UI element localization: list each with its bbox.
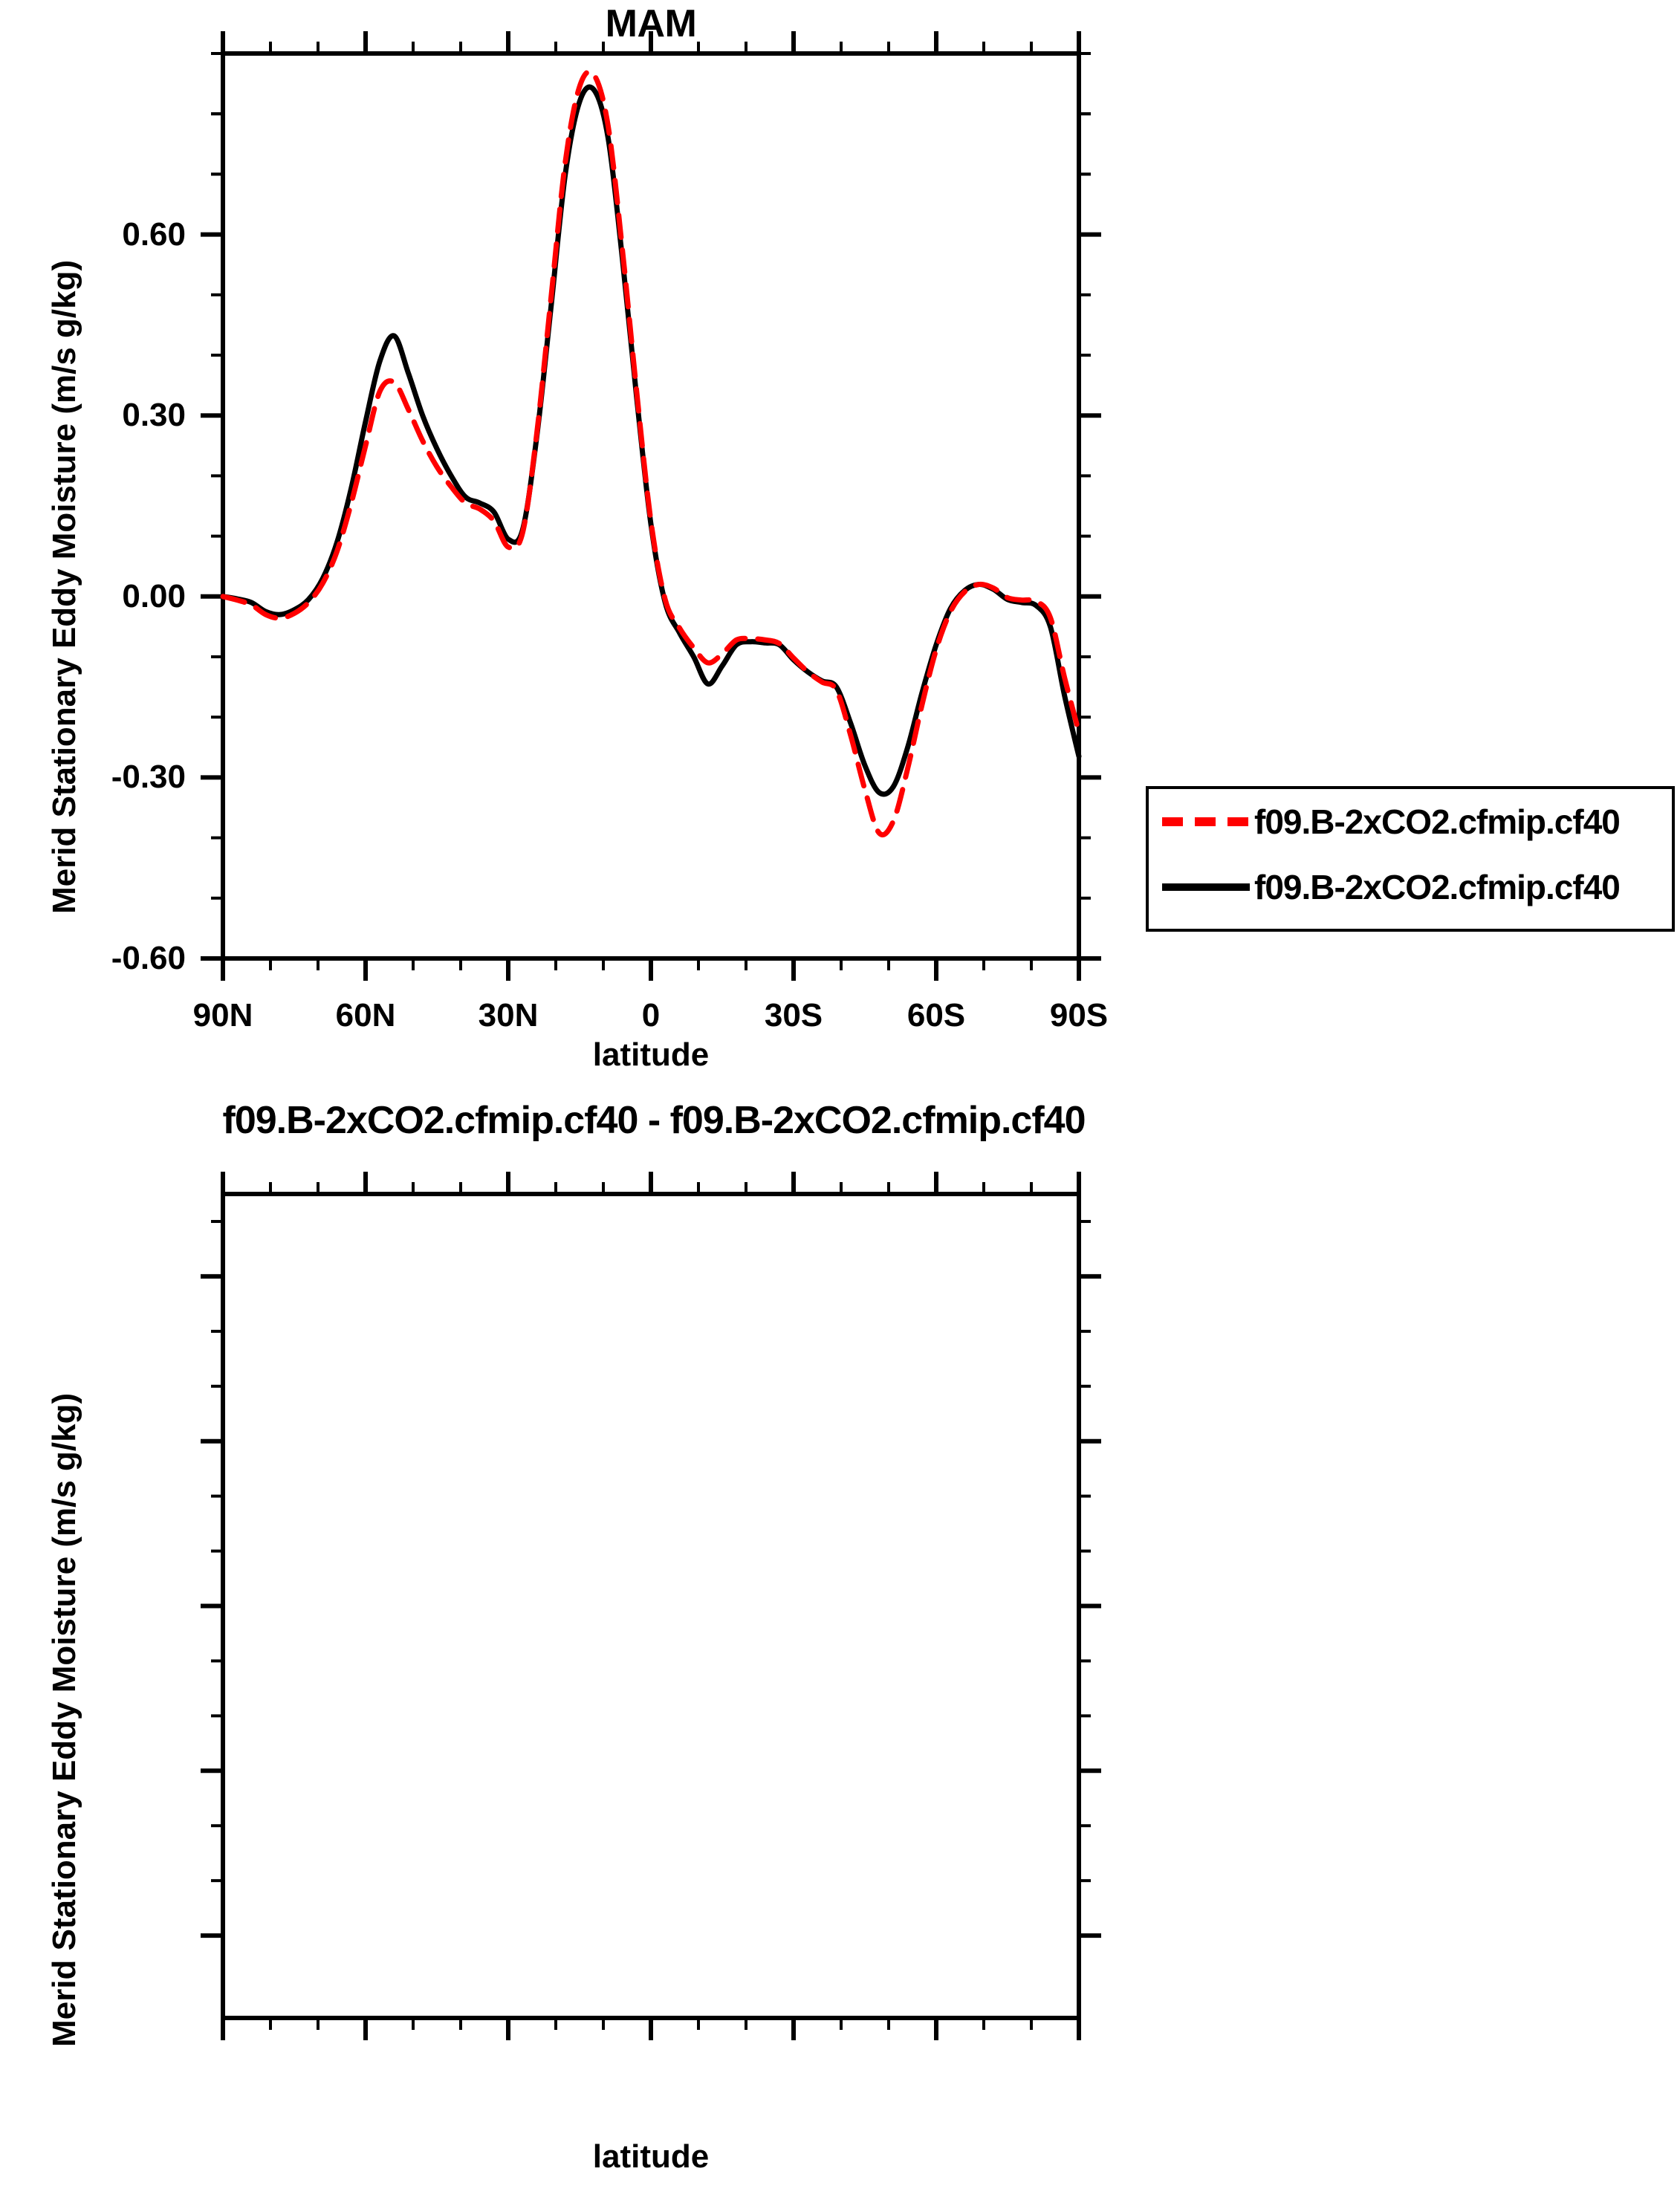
y-tick-label: 0.00 <box>122 577 186 614</box>
diff-panel-title: f09.B-2xCO2.cfmip.cf40 - f09.B-2xCO2.cfm… <box>222 1099 1086 1142</box>
panel-bottom: f09.B-2xCO2.cfmip.cf40 - f09.B-2xCO2.cfm… <box>0 1085 1680 2200</box>
plot-frame <box>221 1192 1081 2020</box>
x-tick-label: 30N <box>478 997 539 1034</box>
legend-line-dashed-icon <box>1162 817 1250 826</box>
y-tick-label: -0.60 <box>111 940 186 976</box>
series-line-solid <box>220 84 1082 797</box>
x-tick-label: 30S <box>764 997 823 1034</box>
x-axis-label-bottom: latitude <box>592 2138 710 2175</box>
plot-svg-bottom <box>201 1172 1101 2040</box>
plot-svg-top <box>201 31 1101 981</box>
legend: f09.B-2xCO2.cfmip.cf40 f09.B-2xCO2.cfmip… <box>1146 786 1675 932</box>
x-axis-label-top: latitude <box>592 1036 710 1073</box>
x-tick-label: 60S <box>907 997 966 1034</box>
legend-line-solid-icon <box>1162 883 1250 891</box>
panel-top: MAM Merid Stationary Eddy Moisture (m/s … <box>46 2 1675 1073</box>
legend-item-experiment: f09.B-2xCO2.cfmip.cf40 <box>1149 789 1672 854</box>
y-tick-label: -0.30 <box>111 759 186 796</box>
y-axis-label-bottom: Merid Stationary Eddy Moisture (m/s g/kg… <box>46 1392 82 2047</box>
page-title: MAM <box>605 2 697 45</box>
series-line-dashed <box>220 68 1082 837</box>
x-tick-label: 90S <box>1049 997 1109 1034</box>
y-tick-label: 0.60 <box>122 215 186 253</box>
x-tick-label: 60N <box>335 997 396 1034</box>
legend-label-experiment: f09.B-2xCO2.cfmip.cf40 <box>1254 802 1621 841</box>
x-tick-label: 90N <box>192 997 253 1034</box>
legend-label-reference: f09.B-2xCO2.cfmip.cf40 <box>1254 868 1621 906</box>
legend-item-reference: f09.B-2xCO2.cfmip.cf40 <box>1149 854 1672 920</box>
y-tick-label: 0.30 <box>122 397 186 434</box>
x-tick-label: 0 <box>641 997 661 1034</box>
